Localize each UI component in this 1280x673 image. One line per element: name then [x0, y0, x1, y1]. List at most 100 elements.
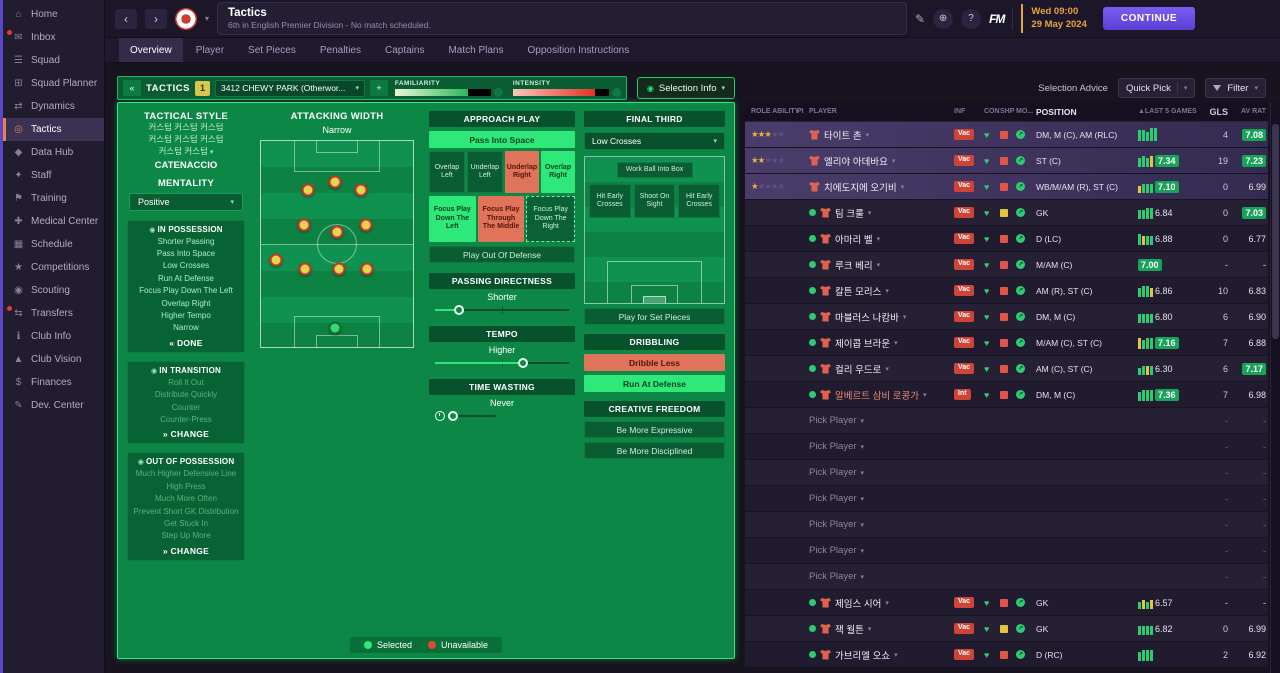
tab-player[interactable]: Player — [195, 44, 225, 56]
edit-icon[interactable]: ✎ — [915, 11, 926, 26]
add-tactic-button[interactable]: + — [369, 80, 388, 96]
player-row[interactable]: 마블러스 나캄바 ▾ Vac ♥ ↗ DM, M (C) 6.80 6 6.90 — [745, 304, 1268, 330]
chevron-down-icon[interactable]: ▾ — [894, 651, 898, 659]
filter-dropdown[interactable]: Filter ▾ — [1205, 78, 1266, 98]
approach-option-overlap-left[interactable]: Overlap Left — [429, 151, 465, 193]
chevron-down-icon[interactable]: ▾ — [891, 157, 896, 165]
player-row[interactable]: 칼튼 모리스 ▾ Vac ♥ ↗ AM (R), ST (C) 6.86 10 6.83 — [745, 278, 1268, 304]
goalkeeper-dot[interactable] — [328, 321, 342, 335]
player-row[interactable]: 제임스 시어 ▾ Vac ♥ ↗ GK 6.57- - — [745, 590, 1268, 616]
passing-directness-slider[interactable] — [435, 304, 569, 316]
column-header-inf[interactable]: INF — [954, 108, 966, 115]
player-dot[interactable] — [330, 225, 344, 239]
player-cell[interactable]: 알베르트 삼비 로콩가 ▾ — [809, 382, 954, 407]
sidebar-item-competitions[interactable]: ★ Competitions — [3, 256, 104, 279]
chevron-down-icon[interactable]: ▾ — [885, 599, 889, 607]
change-transition-button[interactable]: » CHANGE — [162, 429, 210, 440]
tab-captains[interactable]: Captains — [385, 44, 425, 56]
slider-handle[interactable] — [454, 305, 465, 315]
player-dot[interactable] — [298, 262, 312, 276]
play-out-of-defense-option[interactable]: Play Out Of Defense — [429, 246, 575, 263]
sidebar-item-schedule[interactable]: ▦ Schedule — [3, 233, 104, 256]
column-header-pi[interactable]: PI — [797, 108, 804, 115]
chevron-down-icon[interactable]: ▾ — [885, 365, 889, 373]
dribbling-option-run-at-defense[interactable]: Run At Defense — [584, 375, 725, 392]
tab-match-plans[interactable]: Match Plans — [448, 44, 504, 56]
chevron-down-icon[interactable]: ▾ — [207, 148, 214, 156]
tab-penalties[interactable]: Penalties — [319, 44, 361, 56]
player-row[interactable]: ★ ★ ★ ★ ★ 엘리야 아데바요 ▾ Vac ♥ ↗ ST (C) 7.34 19 7.23 — [745, 148, 1268, 174]
creative-option-be-more-expressive[interactable]: Be More Expressive — [584, 421, 725, 438]
column-header-con[interactable]: CON — [984, 108, 1000, 115]
continue-button[interactable]: CONTINUE — [1102, 7, 1196, 30]
player-cell[interactable]: Pick Player ▾ — [809, 434, 954, 459]
column-header-gls[interactable]: GLS — [1209, 106, 1228, 117]
back-button[interactable]: ‹ — [115, 8, 137, 29]
done-button[interactable]: « DONE — [169, 337, 203, 348]
sidebar-item-squad-planner[interactable]: ⊞ Squad Planner — [3, 72, 104, 95]
approach-option-overlap-right[interactable]: Overlap Right — [541, 151, 576, 193]
player-row[interactable]: 팀 크룰 ▾ Vac ♥ ↗ GK 6.84 0 7.03 — [745, 200, 1268, 226]
chevron-down-icon[interactable]: ▾ — [876, 261, 881, 269]
sidebar-item-transfers[interactable]: ⇆ Transfers — [3, 302, 104, 325]
player-cell[interactable]: 컬리 우드로 ▾ — [809, 356, 954, 381]
pass-into-space-option[interactable]: Pass Into Space — [429, 131, 575, 148]
player-row[interactable]: 가브리엘 오쇼 ▾ Vac ♥ ↗ D (RC) 2 6.92 — [745, 642, 1268, 668]
sidebar-item-inbox[interactable]: ✉ Inbox — [3, 26, 104, 49]
player-cell[interactable]: Pick Player ▾ — [809, 408, 954, 433]
sidebar-item-medical-center[interactable]: ✚ Medical Center — [3, 210, 104, 233]
player-dot[interactable] — [297, 218, 311, 232]
collapse-button[interactable]: « — [123, 80, 141, 96]
forward-button[interactable]: › — [145, 8, 167, 29]
final-third-option-shoot-on-sight[interactable]: Shoot On Sight — [633, 184, 676, 219]
player-cell[interactable]: 치에도지에 오기비 ▾ — [809, 174, 954, 199]
pick-player-row[interactable]: Pick Player ▾ - - — [745, 434, 1268, 460]
player-row[interactable]: 알베르트 삼비 로콩가 ▾ Int ♥ ↗ DM, M (C) 7.36 7 6.98 — [745, 382, 1268, 408]
player-dot[interactable] — [269, 253, 283, 267]
player-row[interactable]: 아마리 벨 ▾ Vac ♥ ↗ D (LC) 6.88 0 6.77 — [745, 226, 1268, 252]
selection-advice-button[interactable]: Selection Advice — [1038, 82, 1108, 94]
approach-option-focus-play-down-the-left[interactable]: Focus Play Down The Left — [429, 196, 476, 242]
sidebar-item-squad[interactable]: ☰ Squad — [3, 49, 104, 72]
player-dot[interactable] — [328, 175, 342, 189]
pick-player-row[interactable]: Pick Player ▾ - - — [745, 538, 1268, 564]
tab-opposition-instructions[interactable]: Opposition Instructions — [527, 44, 630, 56]
chevron-down-icon[interactable]: ▾ — [876, 235, 881, 243]
sidebar-item-data-hub[interactable]: ◆ Data Hub — [3, 141, 104, 164]
player-cell[interactable]: 아마리 벨 ▾ — [809, 226, 954, 251]
player-cell[interactable]: Pick Player ▾ — [809, 460, 954, 485]
chevron-down-icon[interactable]: ▾ — [860, 443, 865, 451]
sidebar-item-staff[interactable]: ✦ Staff — [3, 164, 104, 187]
player-row[interactable]: ★ ★ ★ ★ ★ 타이트 촌 ▾ Vac ♥ ↗ DM, M (C), AM (RLC) 4 7.08 — [745, 122, 1268, 148]
player-cell[interactable]: 타이트 촌 ▾ — [809, 122, 954, 147]
tempo-slider[interactable] — [435, 357, 569, 369]
player-dot[interactable] — [301, 183, 315, 197]
club-badge[interactable] — [175, 7, 197, 30]
approach-option-focus-play-down-the-right[interactable]: Focus Play Down The Right — [526, 196, 576, 242]
sidebar-item-dev-center[interactable]: ✎ Dev. Center — [3, 394, 104, 417]
column-header-shp[interactable]: SHP — [1000, 108, 1015, 115]
pick-player-row[interactable]: Pick Player ▾ - - — [745, 564, 1268, 590]
change-out-possession-button[interactable]: » CHANGE — [162, 545, 210, 556]
approach-option-focus-play-through-the-middle[interactable]: Focus Play Through The Middle — [477, 196, 525, 242]
player-row[interactable]: 컬리 우드로 ▾ Vac ♥ ↗ AM (C), ST (C) 6.30 6 7.17 — [745, 356, 1268, 382]
chevron-down-icon[interactable]: ▾ — [860, 547, 865, 555]
slider-handle[interactable] — [518, 358, 529, 368]
final-third-dropdown[interactable]: Low Crosses ▾ — [584, 132, 725, 150]
player-cell[interactable]: Pick Player ▾ — [809, 564, 954, 589]
tab-overview[interactable]: Overview — [119, 38, 183, 62]
sidebar-item-club-info[interactable]: ℹ Club Info — [3, 325, 104, 348]
sidebar-item-scouting[interactable]: ◉ Scouting — [3, 279, 104, 302]
world-icon[interactable]: ⊕ — [933, 8, 954, 29]
chevron-down-icon[interactable]: ▾ — [894, 339, 898, 347]
chevron-down-icon[interactable]: ▾ — [867, 209, 872, 217]
chevron-down-icon[interactable]: ▾ — [885, 287, 889, 295]
chevron-down-icon[interactable]: ▾ — [860, 469, 865, 477]
chevron-down-icon[interactable]: ▾ — [902, 313, 907, 321]
chevron-down-icon[interactable]: ▾ — [900, 183, 905, 191]
play-for-set-pieces-button[interactable]: Play for Set Pieces — [584, 308, 725, 325]
approach-option-underlap-left[interactable]: Underlap Left — [466, 151, 503, 193]
scrollbar-thumb[interactable] — [1272, 124, 1279, 339]
player-cell[interactable]: Pick Player ▾ — [809, 486, 954, 511]
final-third-option-hit-early-crosses[interactable]: Hit Early Crosses — [589, 184, 631, 219]
